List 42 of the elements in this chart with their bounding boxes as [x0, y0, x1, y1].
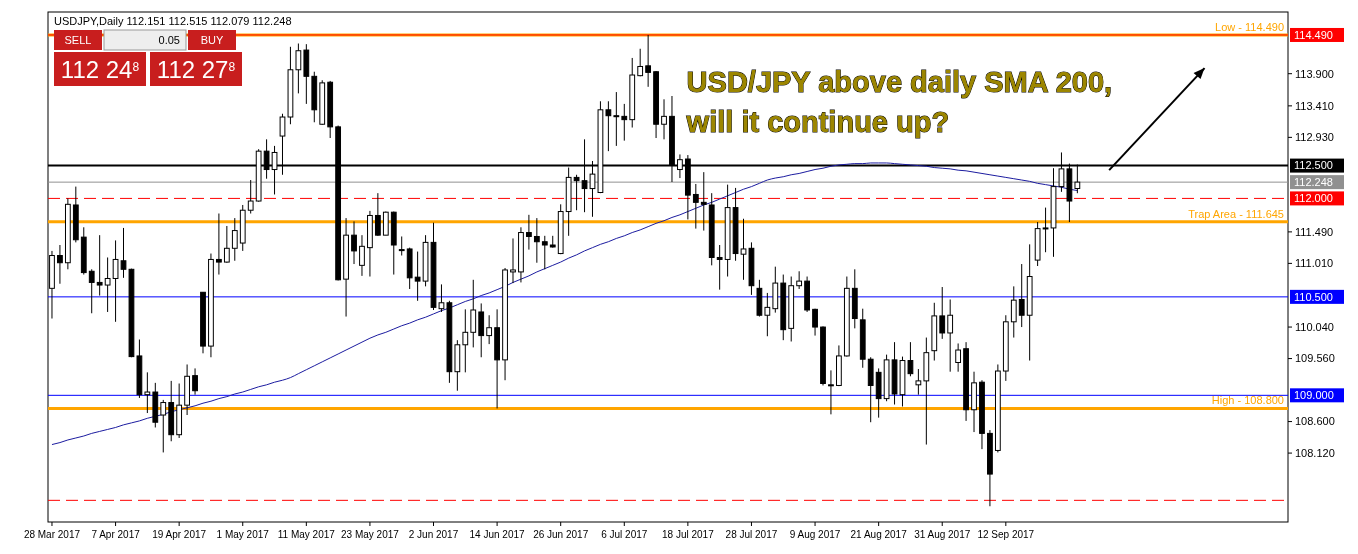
ref-line-label: Low - 114.490 [1215, 20, 1284, 33]
annotation: BUY [200, 34, 224, 46]
y-tick-label: 110.040 [1295, 320, 1334, 333]
x-tick-label: 9 Aug 2017 [789, 529, 841, 540]
x-tick-label: 21 Aug 2017 [850, 529, 908, 540]
ref-line-label: 109.000 [1294, 389, 1334, 402]
annotation: will it continue up? [685, 106, 950, 138]
y-tick-label: 112.930 [1295, 131, 1334, 144]
x-tick-label: 7 Apr 2017 [91, 529, 141, 540]
x-tick-label: 18 Jul 2017 [662, 529, 715, 540]
x-tick-label: 12 Sep 2017 [977, 529, 1035, 540]
annotation: 112 24$^{8}$ [60, 56, 140, 83]
ref-line-label: 110.500 [1294, 290, 1333, 303]
ref-line-label: 114.490 [1294, 28, 1333, 41]
ref-line-label: 112.000 [1294, 192, 1333, 205]
annotation: SELL [64, 34, 92, 46]
ref-line-label: 112.248 [1294, 175, 1333, 188]
y-tick-label: 108.120 [1295, 446, 1335, 459]
y-tick-label: 108.600 [1295, 415, 1335, 428]
x-tick-label: 28 Mar 2017 [23, 529, 81, 540]
x-tick-label: 26 Jun 2017 [533, 529, 589, 540]
annotation: 0.05 [158, 34, 180, 46]
y-tick-label: 111.010 [1295, 257, 1334, 270]
y-tick-label: 113.900 [1295, 67, 1334, 80]
chart-title: USDJPY,Daily 112.151 112.515 112.079 112.248 [54, 15, 292, 27]
annotation: 112 27$^{8}$ [156, 56, 236, 83]
x-tick-label: 23 May 2017 [341, 529, 400, 540]
ref-line-label: 112.500 [1294, 159, 1333, 172]
ref-line-label: Trap Area - 111.645 [1188, 207, 1284, 220]
x-tick-label: 28 Jul 2017 [725, 529, 778, 540]
x-tick-label: 1 May 2017 [216, 529, 270, 540]
x-tick-label: 6 Jul 2017 [601, 529, 648, 540]
y-tick-label: 111.490 [1295, 225, 1334, 238]
x-tick-label: 2 Jun 2017 [408, 529, 459, 540]
y-tick-label: 109.560 [1295, 352, 1335, 365]
x-tick-label: 11 May 2017 [277, 529, 336, 540]
x-tick-label: 31 Aug 2017 [914, 529, 971, 540]
x-tick-label: 19 Apr 2017 [152, 529, 207, 540]
x-tick-label: 14 Jun 2017 [469, 529, 526, 540]
y-tick-label: 113.410 [1295, 99, 1334, 112]
annotation: USD/JPY above daily SMA 200, [686, 66, 1113, 98]
ref-line-label: High - 108.800 [1211, 394, 1284, 407]
